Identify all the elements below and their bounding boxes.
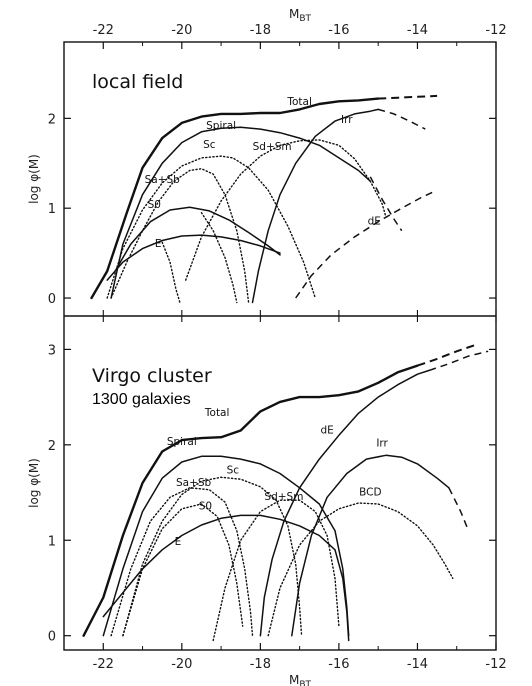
top-x-tick-label: -22 [93,23,114,38]
top-x-tick-label: -18 [250,23,271,38]
bottom-x-tick-label: -22 [93,657,114,672]
bottom-label-de: dE [320,424,333,436]
top-series-e [106,234,281,281]
bottom-y-tick-label: 0 [48,630,56,645]
top-series-e-dotted [161,241,181,304]
top-series-total-extension [378,94,438,100]
top-x-tick-label: -14 [407,23,428,38]
virgo-cluster-panel: -22 -20 -18 -16 -14 -12 0 1 2 3 log φ(M) MBT Virgo c… [27,316,507,686]
top-y-tick-label: 0 [48,292,56,307]
bottom-label-spiral: Spiral [167,436,197,448]
top-label-e: E [155,238,162,250]
top-series-sd-sm [185,139,387,281]
top-series-irr-dashed [377,108,426,130]
bottom-series-de [259,369,430,637]
top-panel-title: local field [92,71,183,93]
bottom-series-sc [122,476,303,637]
bottom-series-e [102,514,350,642]
top-series-sc [106,155,316,299]
bottom-x-axis-title: MBT [289,673,312,686]
bottom-x-tick-label: -20 [171,657,192,672]
bottom-x-tick-label: -12 [485,657,506,672]
bottom-y-tick-label: 1 [48,534,56,549]
bottom-y-axis-title: log φ(M) [27,458,41,508]
top-series-s0 [114,206,281,272]
bottom-series-sd-sm [212,499,340,642]
bottom-series-spiral [102,455,350,637]
bottom-series-total [82,364,419,637]
top-label-sd-sm: Sd+Sm [253,141,292,153]
bottom-label-bcd: BCD [359,486,381,498]
top-label-sa-sb: Sa+Sb [145,174,181,186]
top-label-s0: S0 [148,199,161,211]
top-x-axis-title: MBT [289,7,312,24]
top-y-tick-label: 2 [48,112,56,127]
bottom-label-sd-sm: Sd+Sm [264,491,303,503]
top-x-tick-label: -20 [171,23,192,38]
bottom-series-bcd [267,502,454,637]
bottom-panel-subtitle: 1300 galaxies [92,391,191,408]
top-series-spiral [110,126,372,299]
figure-frame [63,41,497,651]
top-series-total [90,97,380,300]
top-series-irr-lower-dashed [369,176,403,232]
bottom-series-total-extension [417,343,477,367]
bottom-label-irr: Irr [376,438,388,450]
top-label-irr: Irr [341,114,353,126]
top-label-sc: Sc [203,139,216,151]
top-y-tick-label: 1 [48,202,56,217]
bottom-label-s0: S0 [199,501,212,513]
top-series-sa-sb [110,168,250,304]
top-x-tick-label: -12 [485,23,506,38]
top-series-irr [251,108,379,304]
top-x-tick-label: -16 [328,23,349,38]
bottom-label-sc: Sc [227,464,240,476]
bottom-series-irr-dashed [448,487,470,531]
top-series-de [295,191,434,299]
top-label-de: dE [368,215,381,227]
bottom-series-sa-sb [110,487,254,637]
top-y-axis-title: log φ(M) [27,154,41,204]
bottom-label-total: Total [204,407,230,419]
bottom-x-tick-label: -16 [328,657,349,672]
top-series-s0-dotted [200,212,238,304]
local-field-panel: -22 -20 -18 -16 -14 -12 0 1 2 log φ(M) MBT local fi… [27,7,507,316]
bottom-series-irr [291,454,450,637]
top-label-total: Total [286,96,312,108]
bottom-label-sa-sb: Sa+Sb [176,477,212,489]
bottom-series-de-dashed [428,350,489,372]
bottom-y-tick-label: 2 [48,439,56,454]
bottom-panel-title: Virgo cluster [92,365,212,387]
bottom-label-e: E [175,536,182,548]
bottom-y-tick-label: 3 [48,343,56,358]
bottom-x-tick-label: -18 [250,657,271,672]
bottom-x-tick-label: -14 [407,657,428,672]
bottom-series-s0 [122,503,244,637]
top-label-spiral: Spiral [206,120,236,132]
